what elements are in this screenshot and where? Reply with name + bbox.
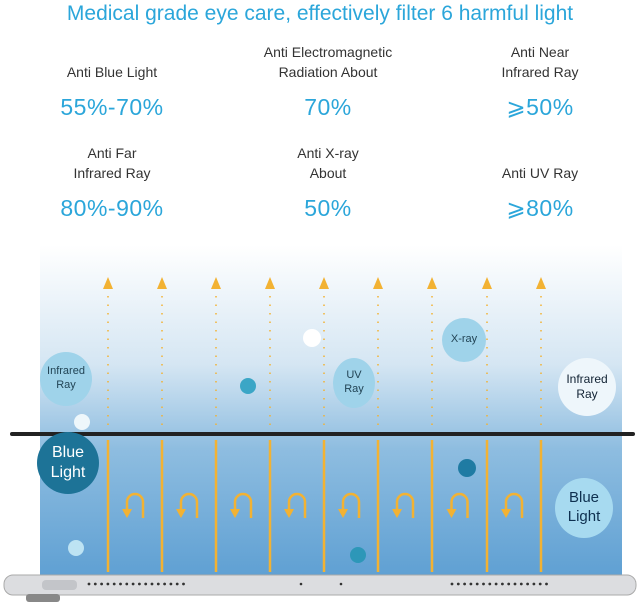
spec-value: 80%-90% bbox=[60, 195, 164, 221]
spec-anti-electromagnetic: Anti Electromagnetic Radiation About 70% bbox=[228, 42, 428, 121]
bubble-blue-light-right: Blue Light bbox=[555, 478, 613, 538]
speaker-hole bbox=[106, 582, 110, 586]
reflect-arrow-icon bbox=[125, 492, 145, 518]
reflect-arrowhead-icon bbox=[446, 509, 457, 518]
particle-dot bbox=[240, 378, 256, 394]
speaker-hole bbox=[450, 582, 454, 586]
light-diagram-background bbox=[40, 245, 622, 585]
ray-arrowhead-icon bbox=[157, 277, 167, 289]
spec-value: 50% bbox=[304, 195, 352, 221]
speaker-hole bbox=[526, 582, 529, 586]
speaker-hole bbox=[501, 582, 504, 586]
spec-anti-uv: Anti UV Ray ⩾80% bbox=[440, 143, 640, 222]
particle-dot bbox=[458, 459, 476, 477]
bubble-uv: UV Ray bbox=[333, 358, 375, 408]
spec-anti-blue-light: Anti Blue Light 55%-70% bbox=[12, 42, 212, 121]
ray-arrowhead-icon bbox=[482, 277, 492, 289]
speaker-hole bbox=[475, 582, 479, 586]
reflect-arrowhead-icon bbox=[230, 509, 240, 518]
bubble-blue-light-left: Blue Light bbox=[37, 432, 99, 494]
reflect-arrowhead-icon bbox=[338, 509, 348, 518]
headline: Medical grade eye care, effectively filt… bbox=[66, 2, 574, 25]
reflect-arrow-icon bbox=[450, 492, 469, 518]
ray-arrowhead-icon bbox=[373, 277, 383, 289]
spec-label: Anti UV Ray bbox=[501, 165, 579, 181]
ray-arrowhead-icon bbox=[319, 277, 329, 289]
reflect-arrowhead-icon bbox=[284, 509, 294, 518]
ray-arrowhead-icon bbox=[536, 277, 546, 289]
spec-value: 55%-70% bbox=[60, 94, 164, 120]
spec-label: Anti Near Infrared Ray bbox=[501, 44, 579, 80]
particle-dot bbox=[303, 329, 321, 347]
speaker-hole bbox=[150, 582, 154, 586]
speaker-hole bbox=[156, 582, 160, 586]
speaker-hole bbox=[488, 582, 492, 586]
spec-anti-far-infrared: Anti Far Infrared Ray 80%-90% bbox=[12, 143, 212, 222]
speaker-hole bbox=[169, 582, 173, 586]
ray-arrowhead-icon bbox=[427, 277, 437, 289]
ray-arrowhead-icon bbox=[103, 277, 113, 289]
spec-value: 70% bbox=[304, 94, 352, 120]
bubble-infrared-right: Infrared Ray bbox=[558, 358, 616, 416]
speaker-hole bbox=[100, 582, 103, 586]
reflect-arrow-icon bbox=[504, 492, 524, 518]
ray-arrowhead-icon bbox=[265, 277, 275, 289]
speaker-hole bbox=[144, 582, 148, 586]
spec-value: ⩾80% bbox=[506, 195, 574, 221]
speaker-hole bbox=[469, 582, 473, 586]
speaker-hole bbox=[138, 582, 141, 586]
ray-arrowhead-icon bbox=[211, 277, 221, 289]
particle-dot bbox=[350, 547, 366, 563]
speaker-hole bbox=[482, 582, 485, 586]
speaker-hole bbox=[513, 582, 517, 586]
reflect-arrow-icon bbox=[395, 492, 415, 518]
speaker-hole bbox=[182, 582, 185, 586]
tablet-button bbox=[42, 580, 77, 590]
screen-protector-layer bbox=[10, 432, 635, 436]
speaker-hole bbox=[163, 582, 167, 586]
particle-dot bbox=[68, 540, 84, 556]
speaker-hole bbox=[507, 582, 511, 586]
speaker-hole bbox=[456, 582, 460, 586]
spec-label: Anti Blue Light bbox=[66, 64, 158, 80]
speaker-hole bbox=[125, 582, 129, 586]
bubble-infrared-left: Infrared Ray bbox=[40, 352, 92, 406]
reflect-arrow-icon bbox=[179, 492, 199, 518]
spec-anti-xray: Anti X-ray About 50% bbox=[228, 143, 428, 222]
particle-dot bbox=[74, 414, 90, 430]
speaker-hole bbox=[532, 582, 536, 586]
mic-hole bbox=[299, 582, 303, 586]
tablet-camera bbox=[26, 594, 60, 602]
reflect-arrowhead-icon bbox=[392, 509, 402, 518]
spec-label: Anti X-ray About bbox=[297, 145, 359, 181]
spec-value: ⩾50% bbox=[506, 94, 574, 120]
speaker-hole bbox=[538, 582, 542, 586]
tablet-edge bbox=[3, 574, 637, 596]
spec-label: Anti Electromagnetic Radiation About bbox=[263, 44, 393, 80]
speaker-hole bbox=[463, 582, 466, 586]
reflect-arrowhead-icon bbox=[122, 509, 132, 518]
speaker-hole bbox=[519, 582, 523, 586]
reflect-arrow-icon bbox=[341, 492, 361, 518]
speaker-hole bbox=[93, 582, 97, 586]
speaker-hole bbox=[175, 582, 179, 586]
speaker-hole bbox=[494, 582, 498, 586]
reflect-arrow-icon bbox=[287, 492, 307, 518]
speaker-hole bbox=[131, 582, 135, 586]
spec-anti-near-infrared: Anti Near Infrared Ray ⩾50% bbox=[440, 42, 640, 121]
mic-hole bbox=[339, 582, 343, 586]
speaker-hole bbox=[119, 582, 122, 586]
spec-label: Anti Far Infrared Ray bbox=[73, 145, 151, 181]
reflect-arrow-icon bbox=[233, 492, 253, 518]
reflect-arrowhead-icon bbox=[501, 509, 511, 518]
speaker-hole bbox=[87, 582, 91, 586]
speaker-hole bbox=[545, 582, 548, 586]
speaker-hole bbox=[112, 582, 116, 586]
reflect-arrowhead-icon bbox=[176, 509, 186, 518]
bubble-xray: X-ray bbox=[442, 318, 486, 362]
